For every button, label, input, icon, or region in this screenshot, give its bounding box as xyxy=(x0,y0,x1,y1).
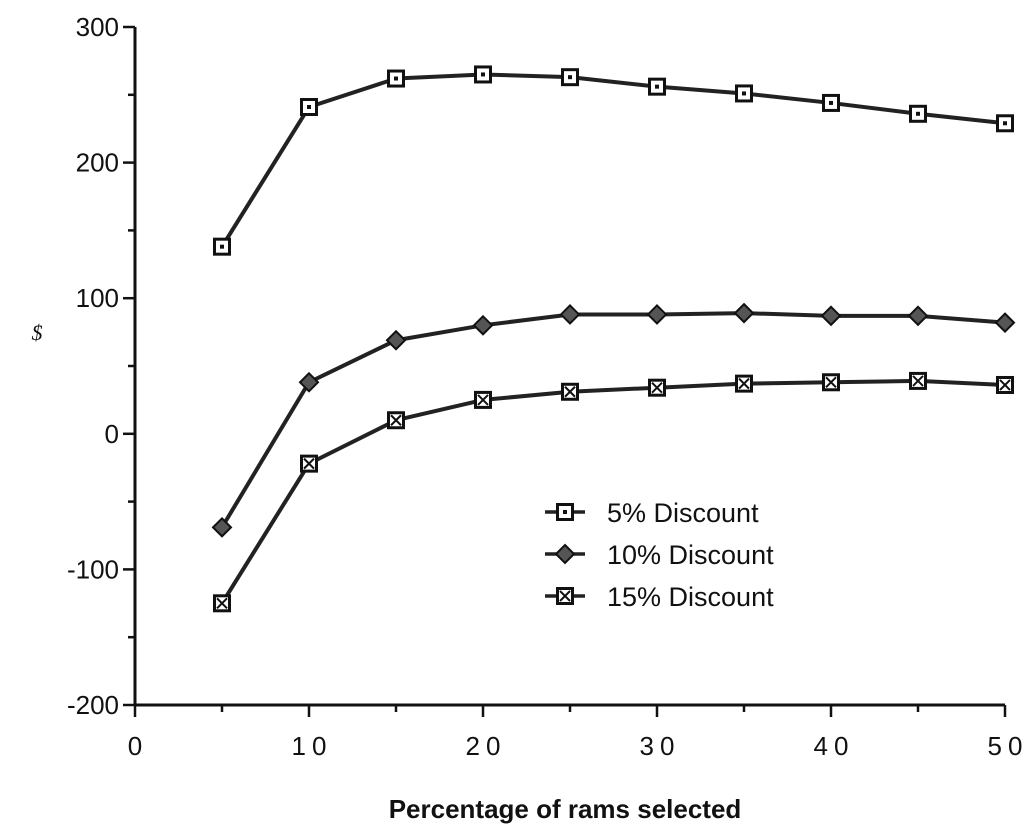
legend-label: 10% Discount xyxy=(607,540,774,570)
series-layer xyxy=(211,65,1016,613)
series-2 xyxy=(211,302,1016,538)
data-point xyxy=(474,390,492,409)
data-point xyxy=(474,65,492,84)
marker-cross xyxy=(559,590,571,602)
data-point xyxy=(472,314,494,336)
data-point xyxy=(385,329,407,351)
data-point xyxy=(733,302,755,324)
marker-cross xyxy=(651,381,663,394)
y-tick-label: 100 xyxy=(76,283,119,313)
data-point xyxy=(735,374,753,393)
y-tick-label: -200 xyxy=(67,690,119,720)
marker-diamond-shape xyxy=(298,371,320,393)
data-point xyxy=(561,68,579,87)
data-point xyxy=(994,312,1016,334)
marker-diamond-shape xyxy=(907,305,929,327)
legend-item: 15% Discount xyxy=(545,582,774,612)
data-point xyxy=(387,411,405,430)
marker-center-dot xyxy=(829,100,833,105)
data-point xyxy=(387,69,405,88)
data-point xyxy=(822,93,840,112)
marker-diamond-shape xyxy=(472,314,494,336)
legend-marker xyxy=(554,543,576,565)
data-point xyxy=(822,373,840,392)
marker-cross xyxy=(999,379,1011,391)
marker-diamond-shape xyxy=(820,305,842,327)
marker-center-dot xyxy=(1003,121,1007,126)
x-tick-label: 0 xyxy=(128,731,148,761)
data-point xyxy=(213,594,231,613)
data-point xyxy=(907,305,929,327)
data-point xyxy=(996,375,1014,394)
x-axis-title: Percentage of rams selected xyxy=(389,794,742,824)
x-axis-ticks: 0 10 20 30 40 50 xyxy=(128,705,1027,761)
y-axis-title: $ xyxy=(32,320,43,345)
legend: 5% Discount 10% Discount 15% Discount xyxy=(545,498,774,612)
x-tick-label: 20 xyxy=(466,731,507,761)
marker-center-dot xyxy=(742,91,746,96)
marker-diamond-shape xyxy=(211,516,233,538)
marker-cross xyxy=(390,414,402,426)
marker-center-dot xyxy=(220,244,224,249)
marker-diamond-shape xyxy=(385,329,407,351)
marker-cross xyxy=(738,377,750,390)
x-tick-label: 50 xyxy=(988,731,1027,761)
marker-diamond-shape xyxy=(994,312,1016,334)
y-tick-label: 200 xyxy=(76,148,119,178)
marker-cross xyxy=(303,457,315,470)
data-point xyxy=(909,371,927,390)
marker-cross xyxy=(564,386,576,398)
marker-diamond-shape xyxy=(554,543,576,565)
legend-label: 5% Discount xyxy=(607,498,759,528)
marker-center-dot xyxy=(394,76,398,81)
data-point xyxy=(300,454,318,473)
y-tick-label: -100 xyxy=(67,554,119,584)
data-point xyxy=(211,516,233,538)
data-point xyxy=(648,77,666,96)
series-1 xyxy=(213,65,1014,256)
legend-marker xyxy=(556,587,574,605)
data-point xyxy=(213,237,231,256)
marker-center-dot xyxy=(481,72,485,77)
marker-center-dot xyxy=(563,510,567,514)
data-point xyxy=(561,382,579,401)
legend-item: 5% Discount xyxy=(545,498,759,528)
legend-item: 10% Discount xyxy=(545,540,774,570)
data-point xyxy=(298,371,320,393)
marker-center-dot xyxy=(655,84,659,89)
legend-marker xyxy=(556,503,574,521)
data-point xyxy=(559,304,581,325)
y-axis-ticks: -200 -100 0 100 200 300 xyxy=(67,12,135,720)
y-tick-label: 300 xyxy=(76,12,119,42)
data-point xyxy=(300,98,318,117)
data-point xyxy=(648,378,666,397)
marker-cross xyxy=(912,375,924,387)
marker-diamond-shape xyxy=(559,304,581,325)
series-3 xyxy=(213,371,1014,613)
marker-center-dot xyxy=(568,75,572,80)
series-line xyxy=(220,72,1006,248)
marker-center-dot xyxy=(307,105,311,110)
data-point xyxy=(909,104,927,123)
marker-cross xyxy=(825,376,837,388)
marker-cross xyxy=(216,597,228,610)
x-tick-label: 30 xyxy=(640,731,681,761)
y-tick-label: 0 xyxy=(105,419,119,449)
x-tick-label: 10 xyxy=(292,731,333,761)
series-line xyxy=(220,311,1006,529)
marker-diamond-shape xyxy=(733,302,755,324)
x-tick-label: 40 xyxy=(814,731,855,761)
marker-diamond-shape xyxy=(646,304,668,325)
series-line xyxy=(220,378,1006,605)
data-point xyxy=(646,304,668,325)
legend-label: 15% Discount xyxy=(607,582,774,612)
data-point xyxy=(820,305,842,327)
marker-center-dot xyxy=(916,111,920,116)
data-point xyxy=(735,84,753,103)
marker-cross xyxy=(477,394,489,406)
data-point xyxy=(996,114,1014,133)
